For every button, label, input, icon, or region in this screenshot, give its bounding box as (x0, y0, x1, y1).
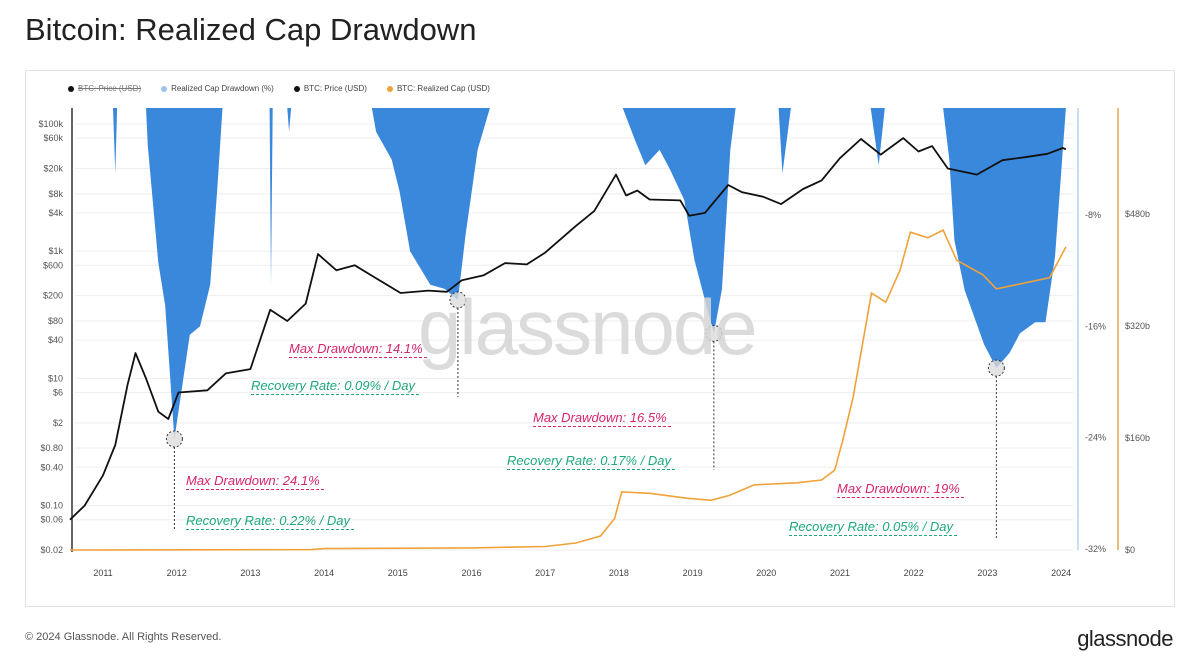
y-left-tick-label: $6 (53, 388, 63, 398)
y-left-tick-label: $10 (48, 373, 63, 383)
y-right-drawdown-tick-label: -24% (1085, 433, 1106, 443)
x-tick-label: 2021 (830, 568, 850, 578)
y-left-tick-label: $80 (48, 316, 63, 326)
y-left-tick-label: $200 (43, 291, 63, 301)
y-left-tick-label: $4k (48, 208, 63, 218)
y-left-tick-label: $0.02 (40, 545, 63, 555)
x-tick-label: 2022 (904, 568, 924, 578)
annotation-recovery-rate-2: Recovery Rate: 0.09% / Day (251, 378, 420, 395)
y-right-cap-tick-label: $160b (1125, 433, 1150, 443)
x-tick-label: 2017 (535, 568, 555, 578)
y-left-tick-label: $20k (43, 163, 63, 173)
drawdown-area (68, 108, 1066, 439)
y-right-drawdown-tick-label: -32% (1085, 544, 1106, 554)
y-left-tick-label: $0.10 (40, 501, 63, 511)
annotation-max-drawdown-2: Max Drawdown: 14.1% (289, 341, 427, 358)
y-left-tick-label: $60k (43, 133, 63, 143)
x-tick-label: 2012 (167, 568, 187, 578)
y-left-tick-label: $40 (48, 335, 63, 345)
y-right-cap-tick-label: $0 (1125, 545, 1135, 555)
y-left-tick-label: $0.06 (40, 515, 63, 525)
x-tick-label: 2011 (93, 568, 112, 578)
x-tick-label: 2015 (388, 568, 408, 578)
drawdown-marker (165, 430, 183, 448)
legend-item-realized-cap[interactable]: BTC: Realized Cap (USD) (386, 84, 490, 93)
watermark: glassnode (418, 283, 758, 371)
y-left-tick-label: $0.40 (40, 462, 63, 472)
legend-dot-icon (68, 85, 74, 92)
y-left-tick-label: $8k (48, 189, 63, 199)
legend-dot-icon (386, 85, 393, 92)
x-tick-label: 2016 (461, 568, 481, 578)
realized-cap-line (69, 229, 1067, 551)
drawdown-marker (987, 359, 1005, 377)
legend-label: Realized Cap Drawdown (%) (171, 84, 274, 93)
legend-label: BTC: Price (USD) (303, 84, 367, 93)
annotation-max-drawdown-1: Max Drawdown: 24.1% (186, 473, 324, 490)
glassnode-logo: glassnode (1077, 626, 1173, 651)
y-left-tick-label: $100k (38, 119, 63, 129)
x-tick-label: 2024 (1051, 568, 1071, 578)
y-left-tick-label: $2 (53, 418, 63, 428)
legend-dot-icon (161, 85, 168, 92)
legend-item-price[interactable]: BTC: Price (USD) (293, 84, 367, 93)
annotation-recovery-rate-1: Recovery Rate: 0.22% / Day (186, 513, 355, 530)
chart-legend: BTC: Price (USD) Realized Cap Drawdown (… (68, 84, 490, 93)
legend-dot-icon (293, 85, 300, 92)
annotation-recovery-rate-4: Recovery Rate: 0.05% / Day (789, 519, 958, 536)
page-title: Bitcoin: Realized Cap Drawdown (25, 12, 477, 47)
x-tick-label: 2013 (240, 568, 260, 578)
copyright: © 2024 Glassnode. All Rights Reserved. (25, 631, 222, 643)
y-right-cap-tick-label: $320b (1125, 321, 1150, 331)
y-right-cap-tick-label: $480b (1125, 209, 1150, 219)
y-left-tick-label: $600 (43, 260, 63, 270)
y-left-tick-label: $1k (48, 246, 63, 256)
y-left-tick-label: $0.80 (40, 443, 63, 453)
x-tick-label: 2020 (756, 568, 776, 578)
legend-label: BTC: Price (USD) (78, 84, 142, 93)
annotation-max-drawdown-4: Max Drawdown: 19% (837, 481, 964, 498)
x-tick-label: 2023 (977, 568, 997, 578)
y-right-drawdown-tick-label: -16% (1085, 321, 1106, 331)
legend-item-price-hidden[interactable]: BTC: Price (USD) (68, 84, 141, 93)
x-tick-label: 2018 (609, 568, 629, 578)
legend-label: BTC: Realized Cap (USD) (396, 84, 490, 93)
chart-card (25, 70, 1175, 607)
x-tick-label: 2019 (683, 568, 703, 578)
x-tick-label: 2014 (314, 568, 334, 578)
annotation-recovery-rate-3: Recovery Rate: 0.17% / Day (507, 453, 676, 470)
price-line (69, 137, 1067, 521)
y-right-drawdown-tick-label: -8% (1085, 210, 1101, 220)
annotation-max-drawdown-3: Max Drawdown: 16.5% (533, 410, 671, 427)
legend-item-drawdown[interactable]: Realized Cap Drawdown (%) (161, 84, 274, 93)
